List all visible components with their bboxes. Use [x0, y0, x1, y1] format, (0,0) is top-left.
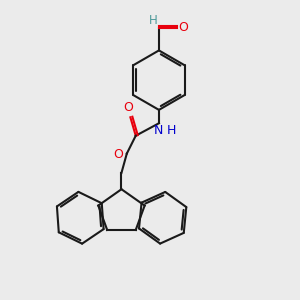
- Text: H: H: [149, 14, 158, 27]
- Text: N: N: [154, 124, 164, 137]
- Text: O: O: [178, 21, 188, 34]
- Text: O: O: [113, 148, 123, 161]
- Text: O: O: [123, 101, 133, 114]
- Text: H: H: [167, 124, 177, 137]
